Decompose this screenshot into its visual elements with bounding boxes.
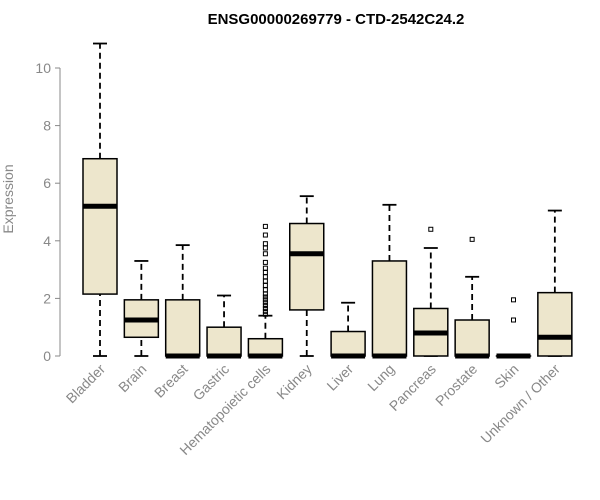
x-tick-label: Breast bbox=[151, 361, 191, 401]
x-tick-label: Prostate bbox=[432, 361, 480, 409]
outlier-point bbox=[262, 274, 268, 280]
outlier-point bbox=[262, 305, 268, 311]
outlier-point bbox=[262, 259, 268, 265]
boxes-group bbox=[82, 42, 573, 359]
outlier-point bbox=[511, 297, 516, 303]
outlier-point bbox=[262, 245, 268, 251]
x-tick-label: Liver bbox=[323, 361, 356, 394]
box-lung bbox=[371, 203, 408, 359]
outlier-point bbox=[262, 241, 268, 247]
outlier-point bbox=[262, 232, 268, 238]
x-tick-label: Skin bbox=[491, 361, 522, 392]
box-pancreas bbox=[413, 226, 449, 357]
y-tick-label: 4 bbox=[43, 233, 51, 249]
box-body bbox=[82, 157, 118, 295]
box-body bbox=[289, 222, 325, 311]
box-body bbox=[247, 337, 284, 357]
outlier-point bbox=[262, 287, 268, 293]
box-body bbox=[206, 326, 242, 357]
outlier-point bbox=[262, 278, 268, 284]
outlier-point bbox=[262, 303, 268, 309]
box-prostate bbox=[454, 236, 490, 359]
x-tick-label: Brain bbox=[115, 361, 149, 395]
box-breast bbox=[164, 244, 201, 359]
outlier-point bbox=[262, 282, 268, 288]
box-unknown-other bbox=[537, 209, 573, 357]
outlier-point bbox=[428, 226, 434, 232]
outlier-point bbox=[262, 269, 268, 275]
x-tick-label: Bladder bbox=[63, 361, 109, 407]
outlier-point bbox=[262, 265, 268, 271]
box-brain bbox=[123, 260, 160, 357]
y-axis-label: Expression bbox=[0, 164, 16, 233]
y-tick-label: 2 bbox=[43, 290, 51, 306]
box-body bbox=[164, 299, 201, 357]
y-axis: 0 2 4 6 8 10 bbox=[35, 60, 61, 364]
outlier-point bbox=[262, 294, 268, 300]
box-body bbox=[454, 319, 490, 357]
outlier-point bbox=[469, 236, 475, 242]
outlier-point bbox=[262, 300, 268, 306]
box-hematopoietic-cells bbox=[247, 223, 284, 359]
outlier-point bbox=[262, 308, 268, 314]
y-tick-label: 10 bbox=[35, 60, 51, 76]
box-body bbox=[537, 291, 573, 357]
y-tick-label: 6 bbox=[43, 175, 51, 191]
x-tick-label: Kidney bbox=[273, 361, 315, 403]
outlier-point bbox=[262, 311, 268, 317]
outlier-point bbox=[262, 297, 268, 303]
outlier-point bbox=[262, 251, 268, 257]
x-tick-label: Lung bbox=[364, 361, 397, 394]
outlier-point bbox=[262, 223, 268, 229]
outlier-point bbox=[262, 291, 268, 297]
box-kidney bbox=[289, 195, 325, 357]
y-tick-label: 8 bbox=[43, 118, 51, 134]
chart-title: ENSG00000269779 - CTD-2542C24.2 bbox=[208, 11, 465, 28]
box-body bbox=[371, 260, 408, 357]
box-skin bbox=[495, 297, 532, 359]
box-bladder bbox=[82, 42, 118, 357]
box-gastric bbox=[206, 294, 242, 359]
outlier-point bbox=[511, 317, 516, 323]
y-tick-label: 0 bbox=[43, 348, 51, 364]
box-liver bbox=[330, 301, 366, 359]
box-body bbox=[330, 330, 366, 357]
